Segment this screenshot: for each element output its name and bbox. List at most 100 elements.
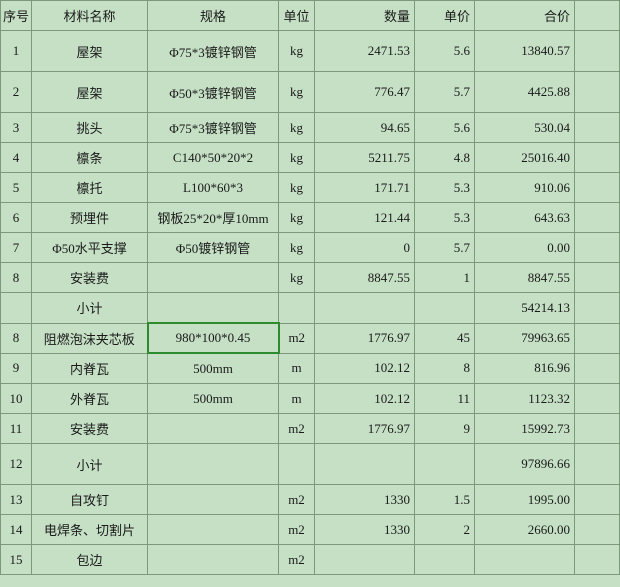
cell-unit[interactable]: m2 xyxy=(279,515,315,545)
cell-extra[interactable] xyxy=(575,31,620,72)
cell-unit[interactable] xyxy=(279,293,315,324)
cell-unit[interactable]: m xyxy=(279,384,315,414)
cell-spec[interactable] xyxy=(148,485,279,515)
cell-qty[interactable]: 1776.97 xyxy=(315,323,415,353)
cell-unit[interactable]: m2 xyxy=(279,485,315,515)
cell-seq[interactable]: 2 xyxy=(1,72,32,113)
cell-qty[interactable]: 121.44 xyxy=(315,203,415,233)
cell-price[interactable]: 5.3 xyxy=(415,173,475,203)
cell-unit[interactable]: kg xyxy=(279,72,315,113)
cell-unit[interactable]: m2 xyxy=(279,323,315,353)
cell-price[interactable]: 4.8 xyxy=(415,143,475,173)
cell-total[interactable]: 4425.88 xyxy=(475,72,575,113)
cell-total[interactable]: 1123.32 xyxy=(475,384,575,414)
cell-name[interactable]: 小计 xyxy=(32,444,148,485)
cell-price[interactable]: 11 xyxy=(415,384,475,414)
cell-spec[interactable]: Φ50镀锌钢管 xyxy=(148,233,279,263)
cell-unit[interactable]: kg xyxy=(279,203,315,233)
cell-total[interactable]: 2660.00 xyxy=(475,515,575,545)
cell-total[interactable]: 643.63 xyxy=(475,203,575,233)
cell-qty[interactable]: 8847.55 xyxy=(315,263,415,293)
cell-price[interactable]: 5.7 xyxy=(415,233,475,263)
cell-spec[interactable]: 980*100*0.45 xyxy=(148,323,279,353)
cell-qty[interactable]: 2471.53 xyxy=(315,31,415,72)
cell-seq[interactable]: 1 xyxy=(1,31,32,72)
cell-seq[interactable]: 15 xyxy=(1,545,32,575)
cell-name[interactable]: 外脊瓦 xyxy=(32,384,148,414)
cell-total[interactable]: 79963.65 xyxy=(475,323,575,353)
cell-name[interactable]: 挑头 xyxy=(32,113,148,143)
cell-seq[interactable]: 8 xyxy=(1,323,32,353)
cell-seq[interactable]: 13 xyxy=(1,485,32,515)
cell-name[interactable]: 预埋件 xyxy=(32,203,148,233)
cell-total[interactable]: 15992.73 xyxy=(475,414,575,444)
cell-seq[interactable]: 5 xyxy=(1,173,32,203)
cell-qty[interactable]: 171.71 xyxy=(315,173,415,203)
cell-spec[interactable] xyxy=(148,444,279,485)
cell-spec[interactable] xyxy=(148,414,279,444)
cell-total[interactable]: 97896.66 xyxy=(475,444,575,485)
cell-price[interactable]: 5.6 xyxy=(415,113,475,143)
cell-extra[interactable] xyxy=(575,515,620,545)
cell-name[interactable]: 安装费 xyxy=(32,263,148,293)
cell-total[interactable]: 1995.00 xyxy=(475,485,575,515)
cell-price[interactable]: 5.6 xyxy=(415,31,475,72)
cell-price[interactable] xyxy=(415,444,475,485)
cell-price[interactable]: 9 xyxy=(415,414,475,444)
cell-price[interactable]: 2 xyxy=(415,515,475,545)
cell-unit[interactable]: kg xyxy=(279,173,315,203)
cell-qty[interactable]: 5211.75 xyxy=(315,143,415,173)
cell-extra[interactable] xyxy=(575,414,620,444)
cell-unit[interactable]: kg xyxy=(279,233,315,263)
cell-extra[interactable] xyxy=(575,233,620,263)
cell-spec[interactable]: Φ75*3镀锌钢管 xyxy=(148,113,279,143)
cell-price[interactable]: 45 xyxy=(415,323,475,353)
cell-price[interactable]: 5.3 xyxy=(415,203,475,233)
cell-unit[interactable]: m2 xyxy=(279,414,315,444)
cell-total[interactable]: 816.96 xyxy=(475,353,575,384)
cell-price[interactable]: 5.7 xyxy=(415,72,475,113)
cell-extra[interactable] xyxy=(575,143,620,173)
cell-extra[interactable] xyxy=(575,485,620,515)
cell-spec[interactable]: 500mm xyxy=(148,384,279,414)
cell-qty[interactable]: 102.12 xyxy=(315,384,415,414)
cell-qty[interactable]: 1776.97 xyxy=(315,414,415,444)
cell-extra[interactable] xyxy=(575,353,620,384)
cell-qty[interactable] xyxy=(315,545,415,575)
cell-price[interactable] xyxy=(415,293,475,324)
cell-name[interactable]: Φ50水平支撑 xyxy=(32,233,148,263)
cell-unit[interactable]: m xyxy=(279,353,315,384)
cell-seq[interactable]: 10 xyxy=(1,384,32,414)
cell-spec[interactable]: C140*50*20*2 xyxy=(148,143,279,173)
cell-extra[interactable] xyxy=(575,72,620,113)
cell-qty[interactable]: 1330 xyxy=(315,515,415,545)
cell-spec[interactable]: Φ75*3镀锌钢管 xyxy=(148,31,279,72)
cell-qty[interactable]: 776.47 xyxy=(315,72,415,113)
cell-extra[interactable] xyxy=(575,444,620,485)
cell-price[interactable]: 8 xyxy=(415,353,475,384)
cell-price[interactable]: 1.5 xyxy=(415,485,475,515)
cell-seq[interactable]: 3 xyxy=(1,113,32,143)
cell-unit[interactable]: kg xyxy=(279,263,315,293)
cell-unit[interactable]: kg xyxy=(279,113,315,143)
cell-seq[interactable]: 11 xyxy=(1,414,32,444)
cell-name[interactable]: 屋架 xyxy=(32,72,148,113)
cell-name[interactable]: 檩条 xyxy=(32,143,148,173)
cell-spec[interactable]: 钢板25*20*厚10mm xyxy=(148,203,279,233)
cell-name[interactable]: 小计 xyxy=(32,293,148,324)
cell-price[interactable] xyxy=(415,545,475,575)
cell-spec[interactable]: L100*60*3 xyxy=(148,173,279,203)
cell-seq[interactable]: 6 xyxy=(1,203,32,233)
cell-seq[interactable]: 4 xyxy=(1,143,32,173)
cell-spec[interactable]: Φ50*3镀锌钢管 xyxy=(148,72,279,113)
cell-extra[interactable] xyxy=(575,203,620,233)
cell-extra[interactable] xyxy=(575,384,620,414)
cell-name[interactable]: 内脊瓦 xyxy=(32,353,148,384)
cell-unit[interactable] xyxy=(279,444,315,485)
cell-extra[interactable] xyxy=(575,173,620,203)
cell-spec[interactable] xyxy=(148,545,279,575)
cell-qty[interactable]: 102.12 xyxy=(315,353,415,384)
cell-seq[interactable]: 14 xyxy=(1,515,32,545)
cell-extra[interactable] xyxy=(575,545,620,575)
cell-unit[interactable]: kg xyxy=(279,143,315,173)
